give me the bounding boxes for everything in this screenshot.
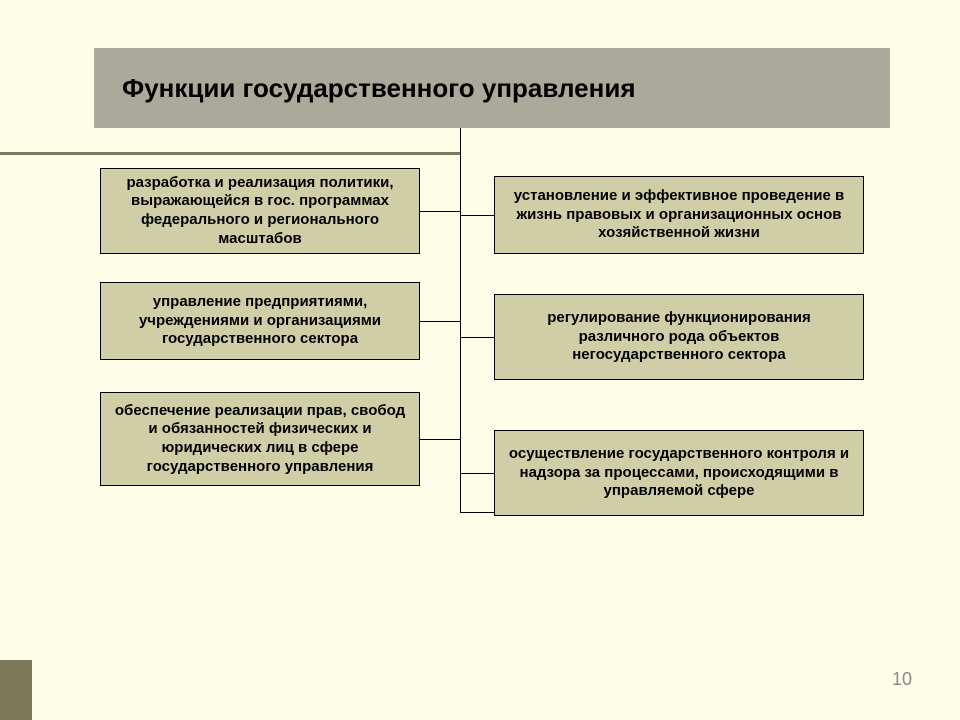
node-right-1: регулирование функционирования различног… xyxy=(494,294,864,380)
accent-line xyxy=(0,152,460,155)
node-label: установление и эффективное проведение в … xyxy=(505,187,853,243)
connector-horizontal xyxy=(420,439,460,440)
node-right-0: установление и эффективное проведение в … xyxy=(494,176,864,254)
connector-horizontal xyxy=(420,211,460,212)
connector-vertical xyxy=(460,128,461,512)
node-label: обеспечение реализации прав, свобод и об… xyxy=(111,402,409,477)
connector-horizontal xyxy=(460,473,494,474)
page-number: 10 xyxy=(892,669,912,690)
node-right-2: осуществление государственного контроля … xyxy=(494,430,864,516)
diagram-title: Функции государственного управления xyxy=(94,48,890,128)
connector-horizontal xyxy=(420,321,460,322)
footer-accent-bar xyxy=(0,660,32,720)
node-left-0: разработка и реализация политики, выража… xyxy=(100,168,420,254)
node-label: осуществление государственного контроля … xyxy=(505,445,853,501)
node-label: регулирование функционирования различног… xyxy=(505,309,853,365)
connector-horizontal xyxy=(460,512,494,513)
node-label: управление предприятиями, учреждениями и… xyxy=(111,293,409,349)
connector-horizontal xyxy=(460,215,494,216)
node-label: разработка и реализация политики, выража… xyxy=(111,174,409,249)
connector-horizontal xyxy=(460,337,494,338)
diagram-title-text: Функции государственного управления xyxy=(122,73,636,104)
node-left-2: обеспечение реализации прав, свобод и об… xyxy=(100,392,420,486)
node-left-1: управление предприятиями, учреждениями и… xyxy=(100,282,420,360)
